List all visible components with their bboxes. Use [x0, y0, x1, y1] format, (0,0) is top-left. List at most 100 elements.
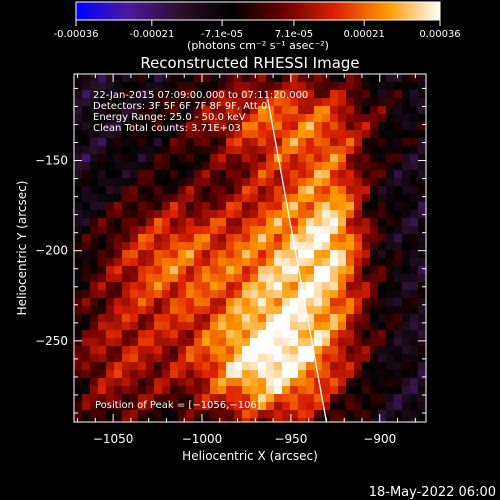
heatmap-cell — [162, 322, 171, 331]
heatmap-cell — [242, 218, 251, 227]
heatmap-cell — [306, 210, 315, 219]
heatmap-cell — [338, 290, 347, 299]
heatmap-cell — [90, 282, 99, 291]
heatmap-cell — [106, 122, 115, 131]
heatmap-cell — [386, 314, 395, 323]
heatmap-cell — [202, 138, 211, 147]
heatmap-cell — [122, 394, 131, 403]
heatmap-cell — [130, 170, 139, 179]
heatmap-cell — [418, 410, 426, 419]
heatmap-cell — [138, 114, 147, 123]
heatmap-cell — [90, 106, 99, 115]
heatmap-cell — [250, 394, 259, 403]
heatmap-cell — [386, 194, 395, 203]
heatmap-cell — [250, 322, 259, 331]
heatmap-cell — [330, 266, 339, 275]
heatmap-cell — [106, 218, 115, 227]
heatmap-cell — [186, 178, 195, 187]
heatmap-cell — [290, 106, 299, 115]
heatmap-cell — [410, 162, 419, 171]
heatmap-cell — [402, 74, 411, 83]
heatmap-cell — [330, 186, 339, 195]
heatmap-cell — [418, 170, 426, 179]
heatmap-cell — [234, 394, 243, 403]
heatmap-cell — [122, 306, 131, 315]
heatmap-cell — [82, 346, 91, 355]
heatmap-cell — [314, 170, 323, 179]
heatmap-cell — [90, 266, 99, 275]
heatmap-cell — [226, 410, 235, 419]
heatmap-cell — [370, 186, 379, 195]
heatmap-cell — [218, 362, 227, 371]
heatmap-cell — [242, 306, 251, 315]
heatmap-cell — [314, 194, 323, 203]
heatmap-cell — [314, 330, 323, 339]
heatmap-cell — [298, 362, 307, 371]
heatmap-cell — [402, 234, 411, 243]
heatmap-cell — [146, 370, 155, 379]
heatmap-cell — [186, 346, 195, 355]
heatmap-cell — [338, 298, 347, 307]
heatmap-cell — [218, 114, 227, 123]
heatmap-cell — [394, 74, 403, 83]
heatmap-cell — [146, 114, 155, 123]
heatmap-cell — [354, 146, 363, 155]
heatmap-cell — [234, 330, 243, 339]
heatmap-cell — [418, 130, 426, 139]
heatmap-cell — [330, 202, 339, 211]
heatmap-cell — [330, 402, 339, 411]
heatmap-cell — [258, 226, 267, 235]
heatmap-cell — [82, 170, 91, 179]
heatmap-cell — [242, 274, 251, 283]
heatmap-cell — [170, 266, 179, 275]
heatmap-cell — [210, 386, 219, 395]
heatmap-cell — [394, 178, 403, 187]
heatmap-cell — [298, 298, 307, 307]
heatmap-cell — [370, 394, 379, 403]
heatmap-cell — [274, 282, 283, 291]
heatmap-cell — [234, 210, 243, 219]
heatmap-cell — [162, 162, 171, 171]
heatmap-cell — [378, 234, 387, 243]
heatmap-cell — [74, 378, 83, 387]
heatmap-cell — [162, 346, 171, 355]
heatmap-cell — [170, 162, 179, 171]
heatmap-cell — [306, 74, 315, 83]
heatmap-cell — [146, 258, 155, 267]
heatmap-cell — [114, 282, 123, 291]
heatmap-cell — [306, 282, 315, 291]
heatmap-cell — [242, 258, 251, 267]
heatmap-cell — [242, 138, 251, 147]
heatmap-cell — [138, 370, 147, 379]
heatmap-cell — [170, 370, 179, 379]
heatmap-cell — [250, 418, 259, 422]
heatmap-cell — [170, 122, 179, 131]
heatmap-cell — [218, 202, 227, 211]
heatmap-cell — [154, 162, 163, 171]
heatmap-cell — [170, 354, 179, 363]
heatmap-cell — [226, 106, 235, 115]
heatmap-cell — [114, 210, 123, 219]
heatmap-cell — [178, 202, 187, 211]
plot-frame — [73, 73, 427, 423]
heatmap-cell — [122, 114, 131, 123]
heatmap-cell — [218, 394, 227, 403]
heatmap-cell — [74, 290, 83, 299]
heatmap-cell — [410, 234, 419, 243]
heatmap-cell — [74, 194, 83, 203]
heatmap-cell — [242, 178, 251, 187]
heatmap-cell — [274, 234, 283, 243]
heatmap-cell — [98, 362, 107, 371]
heatmap-cell — [130, 98, 139, 107]
heatmap-cell — [234, 114, 243, 123]
heatmap-cell — [330, 242, 339, 251]
heatmap-cell — [122, 178, 131, 187]
heatmap-cell — [114, 250, 123, 259]
heatmap-cell — [106, 362, 115, 371]
heatmap-cell — [250, 130, 259, 139]
heatmap-cell — [370, 234, 379, 243]
heatmap-cell — [346, 82, 355, 91]
heatmap-cell — [226, 258, 235, 267]
heatmap-cell — [74, 114, 83, 123]
heatmap-cell — [146, 266, 155, 275]
